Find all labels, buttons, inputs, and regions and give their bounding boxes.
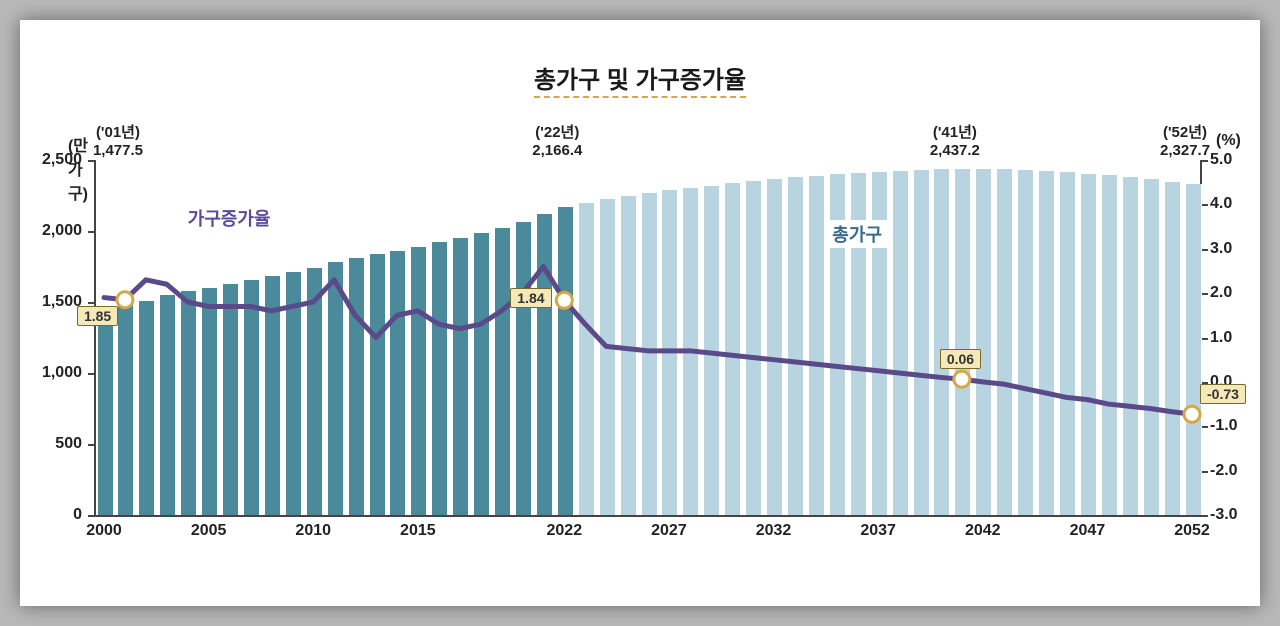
y-right-tick: -1.0 <box>1210 417 1260 435</box>
y-left-title: (만 가구) <box>68 132 88 204</box>
value-badge: -0.73 <box>1200 384 1246 404</box>
x-tick: 2047 <box>1070 522 1106 540</box>
y-right-tick: -2.0 <box>1210 462 1260 480</box>
y-right-tick-mark <box>1202 471 1208 473</box>
y-right-tick-mark <box>1202 160 1208 162</box>
chart-frame: 총가구 및 가구증가율 05001,0001,5002,0002,500-3.0… <box>20 20 1260 606</box>
x-tick: 2022 <box>547 522 583 540</box>
y-right-tick-mark <box>1202 293 1208 295</box>
bar-annotation: ('41년)2,437.2 <box>930 124 980 160</box>
y-left-tick: 500 <box>22 435 82 453</box>
x-tick: 2000 <box>86 522 122 540</box>
y-left-tick: 1,500 <box>22 293 82 311</box>
x-tick: 2052 <box>1174 522 1210 540</box>
y-right-tick-mark <box>1202 515 1208 517</box>
y-right-tick: 3.0 <box>1210 240 1260 258</box>
y-right-tick: -3.0 <box>1210 506 1260 524</box>
y-right-tick-mark <box>1202 204 1208 206</box>
x-tick: 2015 <box>400 522 436 540</box>
growth-series-label: 가구증가율 <box>188 205 271 231</box>
plot-area: 05001,0001,5002,0002,500-3.0-2.0-1.00.01… <box>94 160 1202 515</box>
value-badge: 1.84 <box>510 288 551 308</box>
x-tick: 2032 <box>756 522 792 540</box>
y-right-tick: 4.0 <box>1210 195 1260 213</box>
y-right-title: (%) <box>1216 132 1241 150</box>
total-series-label: 총가구 <box>826 220 888 248</box>
x-tick: 2042 <box>965 522 1001 540</box>
y-left-tick: 0 <box>22 506 82 524</box>
line-marker <box>954 371 970 387</box>
y-left-tick: 2,000 <box>22 222 82 240</box>
value-badge: 0.06 <box>940 349 981 369</box>
y-right-tick: 1.0 <box>1210 329 1260 347</box>
y-left-tick: 1,000 <box>22 364 82 382</box>
chart-title-text: 총가구 및 가구증가율 <box>534 67 746 98</box>
bar-annotation: ('01년)1,477.5 <box>93 124 143 160</box>
x-tick: 2010 <box>295 522 331 540</box>
bar-annotation: ('22년)2,166.4 <box>532 124 582 160</box>
y-right-tick-mark <box>1202 426 1208 428</box>
y-right-tick: 2.0 <box>1210 284 1260 302</box>
line-marker <box>1184 406 1200 422</box>
x-axis <box>94 515 1202 517</box>
line-marker <box>556 292 572 308</box>
y-left-tick-mark <box>88 515 94 517</box>
x-tick: 2037 <box>860 522 896 540</box>
x-tick: 2005 <box>191 522 227 540</box>
x-tick: 2027 <box>651 522 687 540</box>
y-right-tick-mark <box>1202 338 1208 340</box>
y-right-tick: 5.0 <box>1210 151 1260 169</box>
value-badge: 1.85 <box>77 306 118 326</box>
line-marker <box>117 292 133 308</box>
bar-annotation: ('52년)2,327.7 <box>1160 124 1210 160</box>
y-right-tick-mark <box>1202 249 1208 251</box>
chart-title: 총가구 및 가구증가율 <box>20 60 1260 95</box>
